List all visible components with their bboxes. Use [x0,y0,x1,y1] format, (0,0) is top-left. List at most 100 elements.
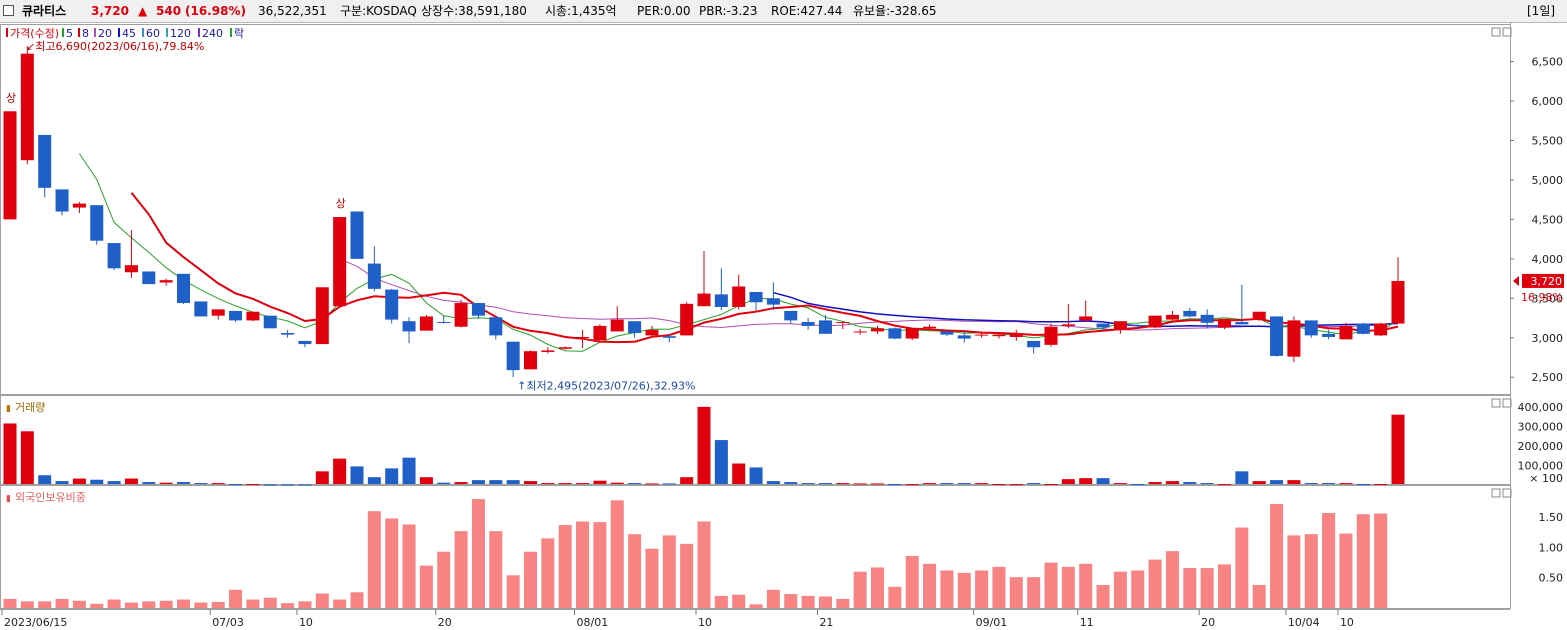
foreign-bar [246,599,260,608]
candle-body [957,335,971,339]
volume-bar [263,484,277,486]
foreign-bar [1322,512,1336,608]
volume-tick-label: 300,000 [1518,420,1564,433]
candle-body [610,319,624,332]
volume-legend-marker: ▮ [6,404,11,414]
foreign-bar [1009,577,1023,608]
foreign-bar [524,551,537,608]
volume-bar [55,481,69,484]
candle-body [628,321,642,334]
volume-unit-label: × 100 [1529,472,1563,485]
price-change: 540 [156,4,182,18]
volume-bar [697,406,711,484]
volume-bar [558,483,572,485]
foreign-bar [55,598,69,608]
limit-up-marker-2: 상 [336,197,346,210]
candle-body [992,334,1006,337]
foreign-bar [1339,533,1353,608]
panel-close-icon[interactable] [1502,488,1512,498]
foreign-bar [315,593,329,608]
panel-close-icon[interactable] [1502,398,1512,408]
foreign-bar [680,543,694,608]
candle-body [940,331,954,335]
candle-body [1218,318,1231,328]
candle-body [732,286,746,307]
candle-body [888,328,902,339]
chart-title-bar: 큐라티스 3,720 ▲ 540 (16.98%) 36,522,351 구분:… [0,0,1567,23]
foreign-bar [749,604,763,608]
foreign-bar [107,599,121,608]
foreign-legend-marker: ▮ [6,494,11,504]
volume-bar [281,484,295,486]
volume-bar [610,482,624,484]
volume-bar [975,483,989,485]
volume-bar [350,466,364,484]
volume-bar [367,477,381,484]
candle-body [402,321,416,332]
panel-close-icon[interactable] [1502,27,1512,37]
volume-bar [992,484,1006,486]
candle-body [975,334,989,336]
date-tick-label: 10 [698,616,712,629]
candle-body [333,217,347,307]
panel-minimize-icon[interactable] [1491,398,1501,408]
pbr-value: PBR:-3.23 [699,4,758,18]
panel-minimize-icon[interactable] [1491,27,1501,37]
volume-bar [1131,484,1145,486]
legend-marker [78,28,80,37]
volume-bar [628,483,642,485]
legend-label: 45 [122,27,136,40]
volume-bar [211,483,225,485]
foreign-bar [350,592,364,608]
volume-bar [229,484,243,486]
candle-body [1270,316,1284,356]
candle-body [350,211,364,259]
low-price-annotation: ↑최저2,495(2023/07/26),32.93% [517,380,695,393]
candle-body [1391,280,1405,324]
foreign-bar [142,601,156,608]
volume-bar [1027,483,1041,485]
volume-bar [749,467,763,484]
stock-chart[interactable]: 2,500 3,000 3,500 4,000 4,500 5,000 5,500 6,000… [0,22,1567,630]
foreign-bar [72,600,86,608]
legend-label: 5 [66,27,73,40]
foreign-bar [1200,568,1214,608]
foreign-bar [1218,564,1231,608]
candle-body [454,303,468,327]
foreign-bar [211,601,225,608]
change-up-icon: ▲ [138,4,148,18]
volume-bar [471,480,485,484]
foreign-bar [1113,571,1127,608]
period-selector[interactable]: [1일] [1527,4,1556,18]
high-price-annotation: ↙최고6,690(2023/06/16),79.84% [26,40,204,53]
volume-bar [506,480,520,484]
foreign-bar [975,570,989,608]
volume-bar [593,480,607,484]
stock-name[interactable]: 큐라티스 [22,4,67,18]
volume-bar [836,483,850,485]
foreign-bar [836,598,850,608]
volume-bar [90,479,104,484]
volume-bar [732,463,746,484]
volume-bar [766,481,780,484]
candle-body [1200,314,1214,323]
volume-bar [818,483,832,485]
candle-body [1131,325,1145,327]
foreign-bar [1061,566,1075,608]
date-tick-label: 21 [819,616,833,629]
panel-minimize-icon[interactable] [1491,488,1501,498]
legend-marker [94,28,96,37]
candle-body [1096,323,1110,328]
candle-body [1113,321,1127,330]
candle-body [90,205,104,241]
candle-body [593,325,607,341]
volume-bar [1235,471,1249,484]
volume-bar [1165,481,1179,484]
candle-body [211,309,225,316]
candle-body [298,340,312,345]
foreign-bar [818,596,832,608]
select-checkbox[interactable] [3,5,14,16]
candle-body [489,317,503,336]
volume-bar [298,484,312,486]
foreign-bar [1235,527,1249,608]
